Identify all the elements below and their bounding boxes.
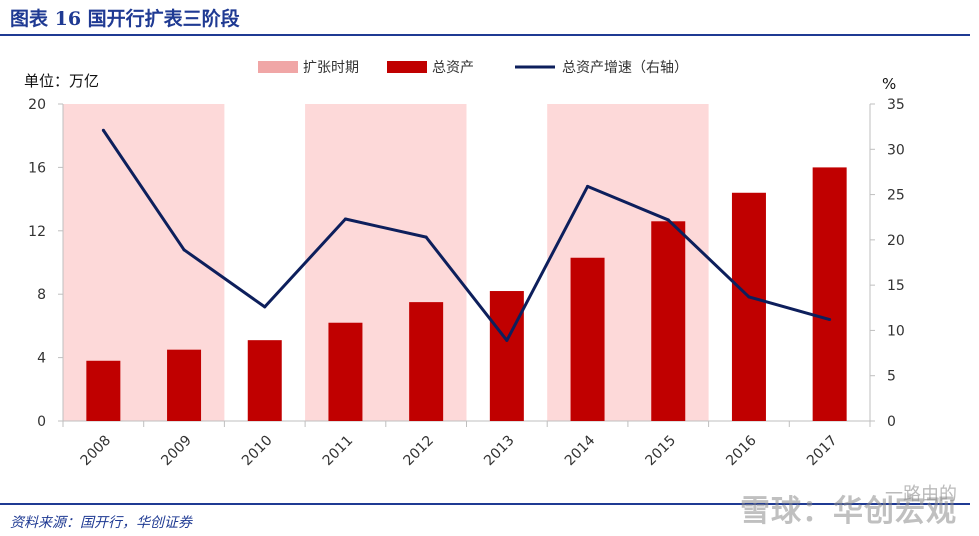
x-tick-label: 2013 — [481, 433, 518, 470]
growth-point-2011 — [343, 217, 347, 221]
left-tick-label: 8 — [37, 287, 46, 303]
right-tick-label: 25 — [887, 188, 905, 204]
legend-label-growth: 总资产增速（右轴） — [562, 60, 688, 76]
x-tick-label: 2017 — [804, 433, 841, 470]
left-tick-label: 4 — [37, 351, 46, 367]
bar-2010 — [247, 340, 282, 421]
bottom-rule — [0, 503, 970, 505]
growth-line — [102, 129, 831, 342]
growth-point-2016 — [747, 295, 751, 299]
right-tick-label: 30 — [887, 142, 905, 158]
bar-2014 — [570, 257, 605, 421]
bar-2016 — [731, 192, 766, 421]
growth-point-2014 — [586, 184, 590, 188]
source-note: 资料来源：国开行，华创证券 — [10, 515, 192, 531]
legend-label-expansion: 扩张时期 — [303, 60, 359, 76]
growth-point-2015 — [666, 218, 670, 222]
watermark-small: 一路由的 — [885, 484, 957, 505]
left-tick-label: 16 — [28, 160, 46, 176]
right-tick-label: 35 — [887, 97, 905, 113]
right-tick-label: 10 — [887, 323, 905, 339]
left-tick-label: 0 — [37, 414, 46, 430]
left-axis-unit: 单位：万亿 — [24, 72, 99, 90]
bar-2017 — [812, 167, 847, 421]
growth-point-2012 — [424, 235, 428, 239]
bar-2009 — [167, 349, 202, 421]
growth-point-2013 — [505, 338, 509, 342]
top-rule — [0, 34, 970, 36]
x-tick-label: 2015 — [643, 433, 680, 470]
bar-2011 — [328, 322, 363, 421]
x-tick-label: 2008 — [78, 433, 115, 470]
bar-2015 — [651, 221, 686, 421]
bar-2013 — [489, 291, 524, 421]
x-tick-label: 2009 — [158, 433, 195, 470]
x-tick-label: 2010 — [239, 433, 276, 470]
growth-point-2008 — [101, 128, 105, 132]
x-tick-label: 2016 — [723, 432, 760, 469]
right-tick-label: 0 — [887, 414, 896, 430]
bar-2008 — [86, 360, 121, 421]
left-tick-label: 20 — [28, 97, 46, 113]
right-tick-label: 15 — [887, 278, 905, 294]
chart: 0 4 8 12 16 20 0 5 10 15 20 25 30 35 2008 2009 2010 2011 2… — [24, 60, 905, 470]
right-tick-label: 5 — [887, 369, 896, 385]
watermark: 雪球：华创宏观 — [740, 494, 957, 529]
figure-title: 图表 16 国开行扩表三阶段 — [10, 8, 240, 30]
bar-2012 — [409, 302, 444, 421]
legend-swatch-expansion — [258, 61, 298, 73]
x-tick-label: 2012 — [400, 433, 437, 470]
legend-swatch-assets — [387, 61, 427, 73]
growth-point-2009 — [182, 248, 186, 252]
right-tick-label: 20 — [887, 233, 905, 249]
growth-point-2010 — [263, 305, 267, 309]
x-tick-label: 2011 — [320, 433, 357, 470]
growth-point-2017 — [828, 318, 832, 322]
legend-label-assets: 总资产 — [432, 60, 474, 76]
left-tick-label: 12 — [28, 224, 46, 240]
right-axis-unit: % — [882, 75, 896, 93]
x-tick-label: 2014 — [562, 432, 599, 469]
